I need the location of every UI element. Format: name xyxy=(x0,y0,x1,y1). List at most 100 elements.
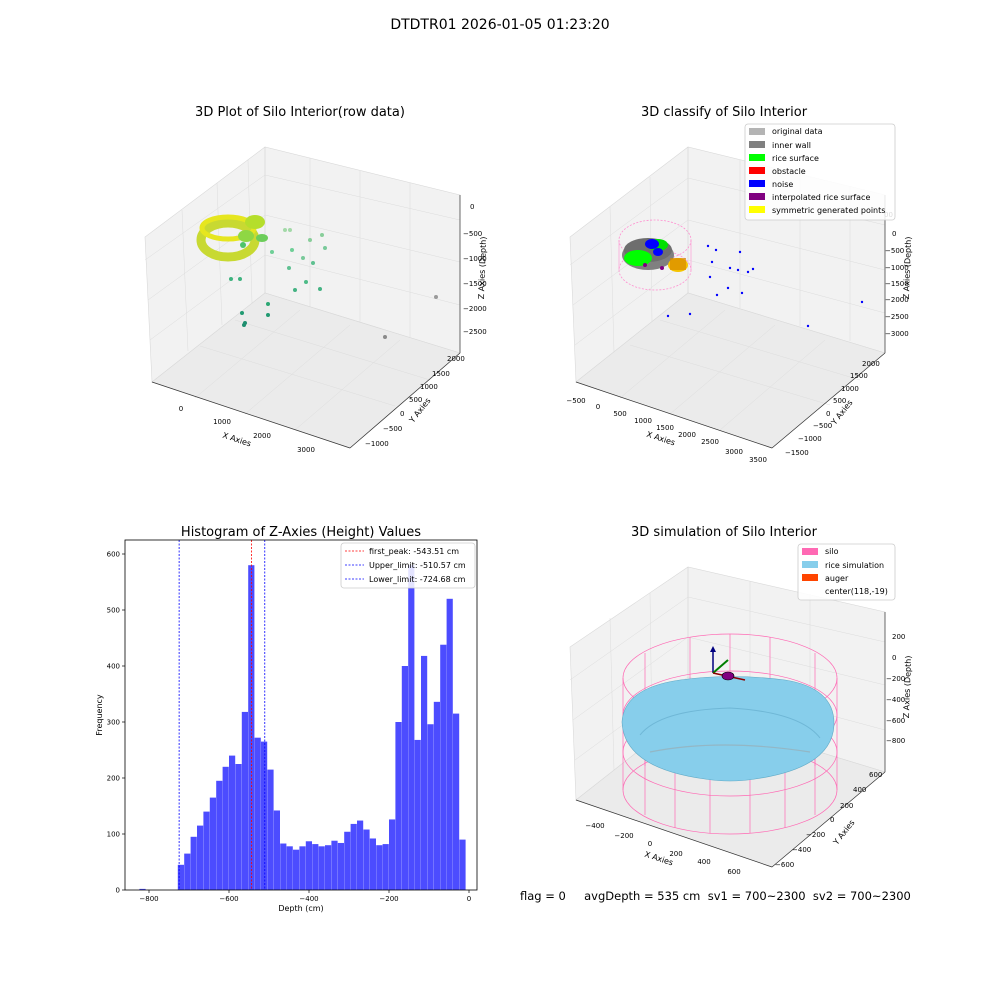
histogram-bar xyxy=(197,825,204,890)
simulation-plot-title: 3D simulation of Silo Interior xyxy=(631,525,818,540)
histogram-bar xyxy=(293,849,300,890)
raw-z-label: Z Axies (Depth) xyxy=(477,236,488,299)
svg-text:−1500: −1500 xyxy=(885,280,909,288)
svg-text:400: 400 xyxy=(697,858,710,866)
legend-rice-surface: rice surface xyxy=(772,154,819,163)
legend-swatch xyxy=(749,193,765,200)
legend-silo: silo xyxy=(825,547,839,556)
raw-x-ticks: 0 1000 2000 3000 xyxy=(179,405,315,454)
histogram-bar xyxy=(190,836,197,890)
svg-text:1000: 1000 xyxy=(420,383,438,391)
svg-text:0: 0 xyxy=(892,230,896,238)
svg-text:−600: −600 xyxy=(775,861,794,869)
legend-swatch xyxy=(749,167,765,174)
histogram-bar xyxy=(453,713,460,890)
svg-text:0: 0 xyxy=(648,840,652,848)
svg-text:−1000: −1000 xyxy=(463,255,487,263)
histogram-bar xyxy=(344,831,351,890)
svg-text:500: 500 xyxy=(409,396,422,404)
histogram-bar xyxy=(209,797,216,890)
histogram-frame xyxy=(124,539,478,891)
legend-swatch xyxy=(749,180,765,187)
svg-text:−3000: −3000 xyxy=(885,330,909,338)
svg-text:500: 500 xyxy=(613,410,626,418)
svg-text:0: 0 xyxy=(179,405,183,413)
svg-text:200: 200 xyxy=(892,633,905,641)
histogram-x-tick-label: −200 xyxy=(379,895,398,903)
svg-text:−2000: −2000 xyxy=(463,305,487,313)
legend-auger: auger xyxy=(825,574,849,583)
svg-text:2000: 2000 xyxy=(253,432,271,440)
histogram-legend: first_peak: -543.51 cm Upper_limit: -510… xyxy=(340,542,476,589)
histogram-bar xyxy=(139,888,146,890)
svg-text:200: 200 xyxy=(669,850,682,858)
svg-text:−200: −200 xyxy=(614,832,633,840)
svg-text:600: 600 xyxy=(727,868,740,876)
histogram-bar xyxy=(318,846,325,890)
sim-y-label: Y Axies xyxy=(831,818,857,847)
histogram-bar xyxy=(299,846,306,890)
histogram-bar xyxy=(337,842,344,890)
legend-swatch xyxy=(802,574,818,581)
histogram-y-tick-label: 0 xyxy=(116,887,120,895)
svg-text:−2500: −2500 xyxy=(885,313,909,321)
svg-text:0: 0 xyxy=(826,410,830,418)
sim-z-ticks: 200 0 −200 −400 −600 −800 xyxy=(886,633,905,745)
histogram-bar xyxy=(184,853,191,890)
svg-text:−400: −400 xyxy=(585,822,604,830)
histogram-y-tick-label: 200 xyxy=(107,775,120,783)
histogram-bar xyxy=(286,846,293,890)
sim-y-ticks: −600 −400 −200 0 200 400 600 xyxy=(775,771,882,869)
classify-3d-plot: 3D classify of Silo Interior xyxy=(566,105,913,464)
histogram-bar xyxy=(382,844,389,890)
histogram-bar xyxy=(395,722,402,890)
histogram-bar xyxy=(280,843,287,890)
svg-text:−2000: −2000 xyxy=(885,296,909,304)
svg-text:1500: 1500 xyxy=(850,372,868,380)
histogram-bar xyxy=(414,739,421,890)
histogram-bar xyxy=(235,764,242,890)
histogram-bar xyxy=(305,841,312,890)
raw-z-ticks: 0 −500 −1000 −1500 −2000 −2500 xyxy=(463,203,487,336)
histogram-bar xyxy=(421,655,428,890)
classify-point-cloud xyxy=(618,219,864,328)
histogram-bar xyxy=(446,598,453,890)
histogram-bar xyxy=(331,840,338,890)
svg-text:−400: −400 xyxy=(886,696,905,704)
histogram-y-tick-label: 400 xyxy=(107,663,120,671)
legend-inner-wall: inner wall xyxy=(772,141,811,150)
svg-text:−500: −500 xyxy=(463,230,482,238)
status-footer: flag = 0 avgDepth = 535 cm sv1 = 700~230… xyxy=(520,889,911,903)
svg-text:−500: −500 xyxy=(813,422,832,430)
svg-text:−800: −800 xyxy=(886,737,905,745)
raw-3d-plot: 3D Plot of Silo Interior(row data) xyxy=(144,105,488,454)
svg-text:−1000: −1000 xyxy=(798,435,822,443)
svg-text:−200: −200 xyxy=(886,675,905,683)
histogram-bar xyxy=(261,741,268,890)
svg-text:3000: 3000 xyxy=(297,446,315,454)
histogram-bar xyxy=(325,845,332,890)
legend-symmetric: symmetric generated points xyxy=(772,206,885,215)
histogram-bar xyxy=(369,838,376,890)
simulation-3d-plot: 3D simulation of Silo Interior xyxy=(569,525,913,876)
legend-center: center(118,-19) xyxy=(825,587,888,596)
classify-y-ticks: −1500 −1000 −500 0 500 1000 1500 2000 xyxy=(785,360,880,457)
histogram-bar xyxy=(408,565,415,890)
svg-text:−600: −600 xyxy=(886,717,905,725)
legend-swatch xyxy=(749,206,765,213)
histogram-bar xyxy=(350,823,357,890)
histogram-bar xyxy=(376,845,383,890)
svg-text:−1000: −1000 xyxy=(885,264,909,272)
histogram-bar xyxy=(222,766,229,890)
histogram-y-ticks: 0 100 200 300 400 500 600 xyxy=(107,551,125,895)
sim-z-label: Z Axies (Depth) xyxy=(902,655,913,718)
histogram-y-tick-label: 500 xyxy=(107,607,120,615)
histogram-bar xyxy=(459,839,466,890)
svg-text:−400: −400 xyxy=(792,846,811,854)
figure-title: DTDTR01 2026-01-05 01:23:20 xyxy=(390,17,610,33)
svg-text:2500: 2500 xyxy=(701,438,719,446)
svg-text:−500: −500 xyxy=(383,425,402,433)
histogram-bar xyxy=(363,829,370,890)
histogram-bar xyxy=(401,666,408,890)
histogram-bar xyxy=(267,769,274,890)
